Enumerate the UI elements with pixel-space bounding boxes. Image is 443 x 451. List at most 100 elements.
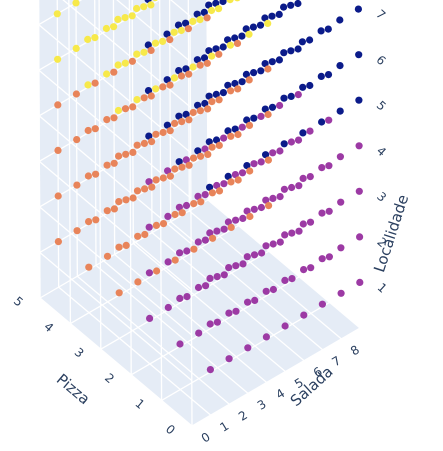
data-point[interactable] [243,116,251,124]
data-point[interactable] [121,105,130,113]
data-point[interactable] [220,134,228,142]
data-point[interactable] [182,156,190,164]
data-point[interactable] [110,68,118,76]
data-point[interactable] [265,202,273,210]
data-point[interactable] [268,103,277,111]
data-point[interactable] [294,91,302,99]
data-point[interactable] [238,32,246,40]
data-point[interactable] [133,50,141,58]
data-point[interactable] [245,76,253,84]
data-point[interactable] [176,249,184,257]
data-point[interactable] [178,209,186,217]
data-point[interactable] [133,187,142,195]
data-point[interactable] [219,89,227,97]
data-point[interactable] [287,1,295,9]
data-point[interactable] [231,79,239,88]
data-point[interactable] [129,194,137,202]
data-point[interactable] [231,125,239,133]
data-point[interactable] [238,169,247,177]
data-point[interactable] [129,148,137,156]
data-point[interactable] [225,264,233,272]
data-point[interactable] [176,294,184,302]
data-point[interactable] [114,106,122,115]
data-point[interactable] [205,138,213,146]
data-point[interactable] [92,170,100,178]
data-point[interactable] [246,167,254,175]
data-point[interactable] [299,129,307,137]
data-point[interactable] [212,90,220,98]
data-point[interactable] [159,83,167,91]
data-point[interactable] [337,198,345,206]
data-point[interactable] [185,116,193,124]
data-point[interactable] [133,141,141,149]
data-point[interactable] [145,223,153,231]
data-point[interactable] [152,221,160,229]
data-point[interactable] [257,203,265,212]
data-point[interactable] [337,289,345,297]
data-point[interactable] [250,114,258,122]
data-point[interactable] [243,162,251,170]
data-point[interactable] [185,70,193,78]
data-point[interactable] [182,201,191,210]
data-point[interactable] [220,225,228,233]
data-point[interactable] [219,43,227,51]
data-point[interactable] [204,105,212,113]
data-point[interactable] [232,307,240,315]
data-point[interactable] [163,76,171,84]
data-point[interactable] [325,253,333,261]
data-point[interactable] [257,158,265,166]
data-point[interactable] [238,78,246,86]
data-point[interactable] [318,300,326,308]
data-point[interactable] [183,293,191,301]
data-point[interactable] [72,90,80,98]
data-point[interactable] [318,164,326,172]
data-point[interactable] [232,216,240,224]
data-point[interactable] [307,264,315,272]
data-point[interactable] [207,6,216,15]
data-point[interactable] [134,278,142,286]
data-point[interactable] [147,1,155,9]
data-point[interactable] [189,108,197,117]
data-point[interactable] [208,189,216,197]
data-point[interactable] [182,110,190,118]
data-point[interactable] [140,3,148,11]
data-point[interactable] [166,81,174,89]
data-point[interactable] [262,242,270,250]
data-point[interactable] [84,172,92,180]
data-point[interactable] [196,16,204,24]
data-point[interactable] [133,96,141,104]
data-point[interactable] [317,72,325,80]
data-point[interactable] [212,45,220,53]
data-point[interactable] [122,196,130,204]
data-point[interactable] [325,162,333,170]
data-point[interactable] [268,58,276,66]
data-point[interactable] [194,101,202,109]
data-point[interactable] [144,41,152,49]
data-point[interactable] [54,238,63,246]
data-point[interactable] [226,41,234,49]
data-point[interactable] [146,314,154,322]
data-point[interactable] [144,87,153,95]
data-point[interactable] [85,218,93,226]
data-point[interactable] [227,178,235,186]
data-point[interactable] [295,182,303,190]
data-point[interactable] [224,172,232,180]
data-point[interactable] [356,278,364,286]
data-point[interactable] [261,60,269,68]
data-point[interactable] [213,181,221,190]
data-point[interactable] [224,81,232,89]
data-point[interactable] [103,252,112,260]
data-point[interactable] [141,185,149,193]
data-point[interactable] [227,87,235,95]
data-point[interactable] [269,194,277,202]
data-point[interactable] [182,65,190,73]
data-point[interactable] [183,247,191,255]
data-point[interactable] [182,19,190,27]
data-point[interactable] [355,142,363,150]
data-point[interactable] [238,123,246,131]
data-point[interactable] [152,85,160,93]
data-point[interactable] [175,203,183,211]
data-point[interactable] [244,344,252,352]
data-point[interactable] [234,130,242,139]
data-point[interactable] [190,245,198,253]
